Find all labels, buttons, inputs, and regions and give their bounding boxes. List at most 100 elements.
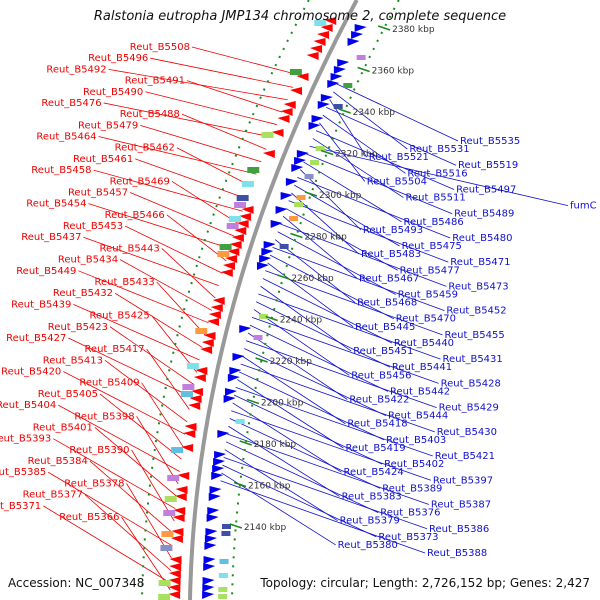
backbone-arc xyxy=(188,0,359,600)
gene-label-left: Reut_B5437 xyxy=(21,232,81,243)
gene-label-left: Reut_B5508 xyxy=(130,42,190,53)
gene-label-right: Reut_B5511 xyxy=(405,193,465,204)
label-leader-line xyxy=(135,158,248,200)
gene-label-right: Reut_B5386 xyxy=(429,524,489,535)
forward-gene-arrow xyxy=(207,318,220,326)
feature-block xyxy=(279,244,289,249)
gene-label-right: Reut_B5373 xyxy=(378,532,438,543)
gene-label-right: Reut_B5419 xyxy=(345,443,405,454)
reverse-gene-arrow xyxy=(217,430,230,438)
feature-block xyxy=(314,20,327,26)
reverse-gene-arrow xyxy=(239,325,252,333)
gene-label-left: Reut_B5377 xyxy=(23,490,83,501)
gene-label-left: Reut_B5466 xyxy=(105,210,165,221)
gene-label-left: Reut_B5423 xyxy=(48,322,108,333)
gene-label-left: Reut_B5476 xyxy=(41,98,101,109)
gene-label-right: Reut_B5516 xyxy=(407,168,467,179)
feature-block xyxy=(163,510,176,516)
reverse-gene-arrow xyxy=(211,472,224,480)
tick-mark xyxy=(277,274,290,280)
feature-block xyxy=(235,419,245,424)
tick-mark xyxy=(233,481,247,488)
gene-label-left: Reut_B5432 xyxy=(53,288,113,299)
tick-mark xyxy=(377,25,391,31)
reverse-gene-arrow xyxy=(229,367,242,375)
forward-gene-arrow xyxy=(317,31,330,39)
forward-gene-arrow xyxy=(169,556,182,564)
label-leader-line xyxy=(42,505,171,584)
feature-block xyxy=(247,167,260,173)
label-leader-line xyxy=(223,456,428,530)
reverse-gene-arrow xyxy=(333,66,346,74)
reverse-gene-arrow xyxy=(320,94,333,102)
tick-label: 2240 kbp xyxy=(280,316,323,326)
label-leader-line xyxy=(282,215,358,279)
label-leader-line xyxy=(227,433,430,505)
label-leader-line xyxy=(150,57,294,88)
reverse-gene-arrow xyxy=(261,248,274,256)
forward-gene-arrow xyxy=(170,535,183,543)
label-leader-line xyxy=(131,449,175,522)
forward-gene-arrow xyxy=(290,87,303,95)
label-leader-line xyxy=(329,99,368,158)
gene-label-left: Reut_B5496 xyxy=(88,53,148,64)
gene-label-right: Reut_B5497 xyxy=(456,184,516,195)
reverse-gene-arrow xyxy=(202,591,215,599)
label-leader-line xyxy=(176,147,252,187)
feature-block xyxy=(343,83,353,88)
feature-block xyxy=(219,244,232,250)
forward-gene-arrow xyxy=(227,248,240,256)
forward-gene-arrow xyxy=(306,52,319,60)
label-leader-line xyxy=(191,46,300,76)
feature-block xyxy=(304,174,314,179)
gene-label-right: Reut_B5480 xyxy=(452,233,512,244)
feature-block xyxy=(241,181,254,187)
forward-gene-arrow xyxy=(201,339,214,347)
tick-mark xyxy=(229,523,243,529)
forward-gene-arrow xyxy=(313,38,326,46)
gene-label-left: Reut_B5457 xyxy=(68,187,128,198)
reverse-gene-arrow xyxy=(351,31,364,39)
forward-gene-arrow xyxy=(283,101,296,109)
gene-label-right: Reut_B5441 xyxy=(392,362,452,373)
tick-label: 2280 kbp xyxy=(304,233,347,243)
topology-label: Topology: circular; Length: 2,726,152 bp… xyxy=(260,576,590,590)
forward-gene-arrow xyxy=(184,423,197,431)
feature-block xyxy=(289,216,299,221)
gene-label-left: Reut_B5439 xyxy=(11,299,71,310)
tick-label: 2360 kbp xyxy=(372,67,415,77)
outer-tick-ring xyxy=(231,0,400,600)
gene-label-left: Reut_B5490 xyxy=(83,87,143,98)
reverse-gene-arrow xyxy=(311,115,324,123)
feature-block xyxy=(236,195,249,201)
gene-label-right: Reut_B5468 xyxy=(357,298,417,309)
right-label-lines xyxy=(220,83,569,554)
reverse-gene-arrow xyxy=(206,514,219,522)
gene-label-left: Reut_B5454 xyxy=(26,199,86,210)
forward-gene-arrow xyxy=(183,430,196,438)
forward-gene-arrow xyxy=(208,311,221,319)
label-leader-line xyxy=(299,169,362,231)
forward-gene-arrow xyxy=(171,528,184,536)
label-leader-line xyxy=(89,460,174,534)
gene-label-right: Reut_B5486 xyxy=(404,217,464,228)
reverse-gene-arrow xyxy=(203,563,216,571)
feature-block xyxy=(296,195,306,200)
reverse-gene-arrow xyxy=(308,122,321,130)
feature-block xyxy=(158,580,171,586)
tick-label: 2340 kbp xyxy=(353,108,396,118)
gene-label-right: Reut_B5402 xyxy=(384,459,444,470)
reverse-gene-arrow xyxy=(285,178,298,186)
forward-gene-arrow xyxy=(169,563,182,571)
gene-label-left: Reut_B5479 xyxy=(78,120,138,131)
tick-label: 2140 kbp xyxy=(244,523,287,533)
label-leader-line xyxy=(242,355,346,425)
label-leader-line xyxy=(73,304,200,361)
reverse-gene-arrow xyxy=(205,528,218,536)
label-leader-line xyxy=(119,259,213,311)
forward-gene-arrow xyxy=(241,206,254,214)
label-leader-line xyxy=(306,153,453,215)
feature-block xyxy=(218,594,228,599)
gene-label-right: Reut_B5397 xyxy=(433,475,493,486)
feature-block xyxy=(219,559,229,564)
